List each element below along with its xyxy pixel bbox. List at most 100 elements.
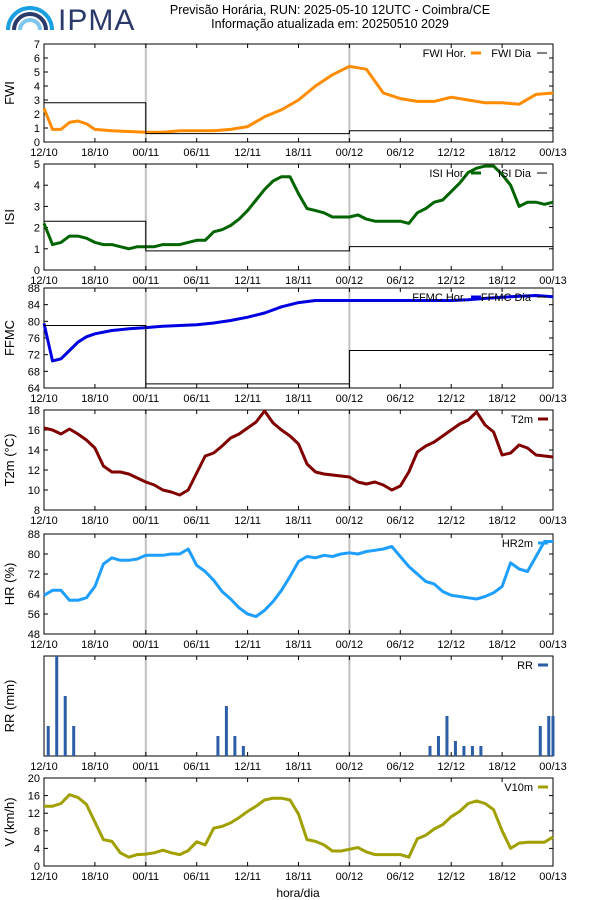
x-tick-label: 06/12 [387,275,415,287]
x-tick-label: 12/11 [234,393,261,405]
y-axis-label: V (km/h) [2,797,17,846]
x-tick-label: 12/12 [437,639,465,651]
x-tick-label: 12/10 [30,871,58,883]
x-tick-label: 12/12 [437,515,465,527]
x-tick-label: 00/11 [132,393,159,405]
y-tick-label: 80 [28,316,40,328]
x-tick-label: 18/11 [285,761,312,773]
series-line-t2m [43,409,554,497]
x-tick-label: 18/12 [488,275,516,287]
x-tick-label: 18/12 [488,393,516,405]
y-tick-label: 2 [34,109,40,121]
x-tick-label: 18/11 [285,147,312,159]
legend-label: RR [517,660,533,672]
plot-frame [43,655,554,757]
x-tick-label: 12/10 [30,639,58,651]
x-tick-label: 00/13 [539,871,567,883]
x-tick-label: 06/11 [183,393,210,405]
x-tick-label: 12/12 [437,393,465,405]
y-tick-label: 18 [28,405,40,417]
x-tick-label: 00/11 [132,871,159,883]
rain-bar [445,716,449,756]
x-tick-label: 18/10 [81,393,109,405]
y-tick-label: 7 [34,39,40,51]
x-tick-label: 00/13 [539,275,567,287]
x-tick-label: 18/12 [488,871,516,883]
y-tick-label: 56 [28,609,40,621]
x-tick-label: 06/12 [387,393,415,405]
y-tick-label: 76 [28,333,40,345]
series-line-ffmc-hor- [42,294,554,363]
rain-bar [55,656,59,756]
y-tick-label: 14 [28,445,40,457]
x-tick-label: 00/11 [132,761,159,773]
x-tick-label: 06/11 [183,761,210,773]
x-tick-label: 06/12 [387,761,415,773]
x-tick-label: 12/11 [234,515,261,527]
series-line-hr2m [43,540,553,618]
chart-t2m: 12/10 18/10 00/11 06/11 12/11 18/11 00/12 06/12… [2,405,567,527]
x-axis-label: hora/dia [276,886,320,900]
x-tick-label: 18/11 [285,639,312,651]
rain-bar [551,716,555,756]
x-tick-label: 06/11 [183,639,210,651]
x-tick-label: 12/12 [437,275,465,287]
series-steps-fwi-dia [44,102,553,135]
legend-label: ISI Hor. [429,168,466,180]
legend-label: FWI Hor. [423,48,466,60]
series-line-v10m [44,793,554,859]
legend-label: HR2m [502,538,533,550]
y-axis-label: FWI [2,81,17,105]
y-tick-label: 0 [34,861,40,873]
rain-bar [538,726,542,756]
chart-rr: 12/10 18/10 00/11 06/11 12/11 18/11 00/12 06/12… [2,655,567,773]
x-tick-label: 06/11 [183,147,210,159]
x-tick-label: 12/11 [234,639,261,651]
x-tick-label: 18/10 [81,761,109,773]
y-tick-label: 88 [28,529,40,541]
x-tick-label: 00/12 [336,871,364,883]
y-tick-label: 68 [28,366,40,378]
series-line-fwi-hor- [42,64,554,134]
y-tick-label: 2 [34,223,40,235]
rain-bar [63,696,67,756]
x-tick-label: 00/11 [132,515,159,527]
series-steps-ffmc-dia [44,325,553,385]
update-info: Informação atualizada em: 20250510 2029 [211,17,449,31]
x-tick-label: 18/10 [81,275,109,287]
y-tick-label: 4 [34,843,40,855]
y-axis-label: RR (mm) [2,680,17,733]
rain-bar [462,746,466,756]
rain-bar [46,726,50,756]
ipma-logo: IPMA [0,0,134,42]
y-tick-label: 3 [34,201,40,213]
plot-frame [43,409,554,511]
y-tick-label: 16 [28,791,40,803]
y-tick-label: 3 [34,95,40,107]
y-tick-label: 4 [34,180,40,192]
rain-bar [547,716,551,756]
x-tick-label: 00/12 [336,761,364,773]
x-tick-label: 00/11 [132,639,159,651]
x-tick-label: 12/10 [30,275,58,287]
x-tick-label: 12/12 [437,147,465,159]
x-tick-label: 12/12 [437,761,465,773]
legend-label: ISI Dia [498,168,532,180]
x-tick-label: 18/10 [81,147,109,159]
x-tick-label: 06/11 [183,871,210,883]
chart-isi: 12/10 18/10 00/11 06/11 12/11 18/11 00/12 06/12… [2,159,567,287]
y-axis-label: HR (%) [2,563,17,606]
chart-ffmc: 12/10 18/10 00/11 06/11 12/11 18/11 00/12 06/12… [2,283,567,405]
x-tick-label: 00/13 [539,639,567,651]
y-tick-label: 5 [34,159,40,171]
x-tick-label: 12/10 [30,761,58,773]
x-tick-label: 18/10 [81,639,109,651]
rain-bar [436,736,440,756]
y-tick-label: 16 [28,425,40,437]
rain-bar [233,736,237,756]
x-tick-label: 00/13 [539,147,567,159]
legend-label: FWI Dia [491,48,532,60]
x-tick-label: 00/11 [132,275,159,287]
x-tick-label: 06/12 [387,871,415,883]
